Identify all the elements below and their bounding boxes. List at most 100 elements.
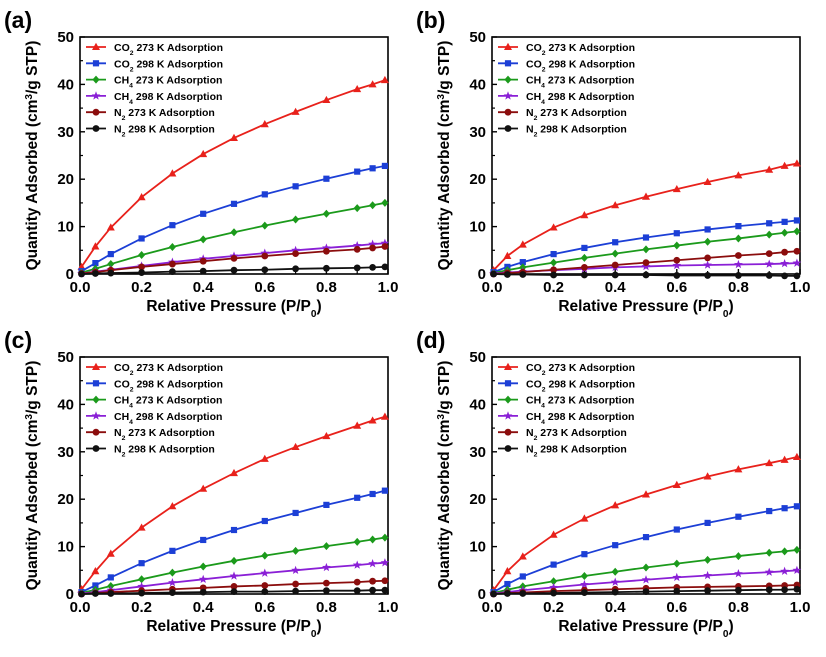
data-point — [323, 501, 330, 508]
data-point — [92, 582, 99, 589]
data-point — [322, 562, 331, 572]
legend-marker — [504, 395, 512, 404]
series-n2-298-k-adsorption — [490, 270, 801, 280]
data-point — [261, 588, 269, 596]
y-tick-label: 0 — [478, 586, 486, 603]
x-tick-label: 0.0 — [482, 279, 503, 296]
series-co2-273-k-adsorption — [77, 75, 389, 270]
data-point — [703, 472, 712, 480]
data-point — [580, 571, 588, 580]
legend-marker — [504, 125, 512, 132]
data-point — [793, 503, 801, 510]
data-point — [504, 590, 511, 597]
x-tick-label: 0.4 — [605, 279, 627, 296]
data-point — [549, 223, 558, 231]
data-point — [780, 161, 789, 169]
data-point — [612, 542, 619, 549]
data-point — [369, 244, 376, 252]
y-tick-label: 10 — [469, 539, 486, 556]
y-tick-label: 10 — [57, 539, 74, 556]
legend-item: CH4 298 K Adsorption — [498, 411, 634, 425]
legend-marker — [503, 411, 513, 420]
data-point — [230, 266, 238, 274]
data-point — [793, 247, 801, 255]
data-point — [641, 575, 651, 584]
data-point — [198, 574, 208, 584]
legend-marker — [92, 60, 100, 67]
data-point — [642, 245, 650, 254]
data-point — [169, 547, 176, 554]
data-point — [169, 268, 176, 276]
data-point — [611, 567, 619, 576]
data-point — [292, 546, 300, 555]
data-point — [518, 552, 527, 560]
series-co2-298-k-adsorption — [490, 503, 801, 596]
legend-item: CO2 298 K Adsorption — [86, 378, 223, 393]
data-point — [781, 586, 788, 594]
data-point — [352, 560, 362, 569]
data-point — [292, 587, 299, 595]
data-point — [368, 559, 377, 568]
data-point — [292, 250, 299, 258]
data-point — [704, 226, 711, 233]
data-point — [780, 258, 789, 268]
data-point — [106, 549, 115, 557]
data-point — [381, 586, 389, 594]
data-point — [138, 575, 146, 584]
y-axis-label: Quantity Adsorbed (cm3/g STP) — [436, 361, 454, 591]
data-point — [703, 570, 712, 580]
legend-item: CO2 273 K Adsorption — [498, 362, 635, 377]
y-axis-label: Quantity Adsorbed (cm3/g STP) — [436, 41, 454, 271]
x-tick-label: 0.4 — [193, 279, 215, 296]
data-point — [642, 534, 650, 541]
data-point — [550, 250, 557, 258]
legend-label: CO2 298 K Adsorption — [114, 378, 223, 393]
y-tick-label: 40 — [469, 396, 486, 413]
data-point — [381, 263, 389, 271]
data-point — [735, 586, 742, 594]
data-point — [734, 552, 742, 561]
data-point — [78, 590, 85, 598]
data-point — [642, 259, 650, 267]
data-point — [673, 526, 680, 533]
data-point — [199, 588, 207, 596]
data-point — [138, 251, 146, 260]
data-point — [611, 261, 619, 269]
data-point — [642, 192, 650, 200]
data-point — [765, 548, 773, 557]
data-point — [519, 573, 526, 580]
data-point — [580, 211, 589, 219]
data-point — [550, 561, 557, 568]
data-point — [353, 204, 361, 213]
legend-label: CO2 273 K Adsorption — [114, 42, 223, 57]
legend-item: CH4 298 K Adsorption — [86, 91, 222, 106]
legend-label: N2 298 K Adsorption — [526, 444, 627, 459]
y-tick-label: 10 — [469, 219, 486, 236]
data-point — [369, 263, 376, 271]
legend-label: CH4 298 K Adsorption — [526, 91, 634, 106]
data-point — [549, 582, 558, 592]
data-point — [369, 586, 376, 594]
legend-label: N2 273 K Adsorption — [114, 107, 215, 122]
x-tick-label: 0.6 — [254, 279, 275, 296]
data-point — [581, 589, 588, 596]
legend-label: CH4 273 K Adsorption — [526, 395, 634, 410]
data-point — [580, 514, 589, 522]
y-tick-label: 0 — [478, 266, 486, 283]
data-point — [107, 250, 114, 258]
data-point — [734, 465, 743, 473]
data-point — [704, 587, 711, 595]
data-point — [581, 263, 588, 271]
data-point — [261, 266, 269, 274]
data-point — [168, 169, 177, 177]
plot-frame — [79, 36, 389, 275]
data-point — [199, 257, 207, 265]
data-point — [381, 243, 389, 250]
legend-item: CO2 273 K Adsorption — [86, 362, 223, 377]
data-point — [550, 266, 557, 274]
legend-label: CH4 298 K Adsorption — [114, 91, 222, 106]
y-tick-label: 50 — [469, 29, 486, 46]
data-point — [261, 517, 268, 525]
y-tick-label: 30 — [469, 444, 486, 461]
